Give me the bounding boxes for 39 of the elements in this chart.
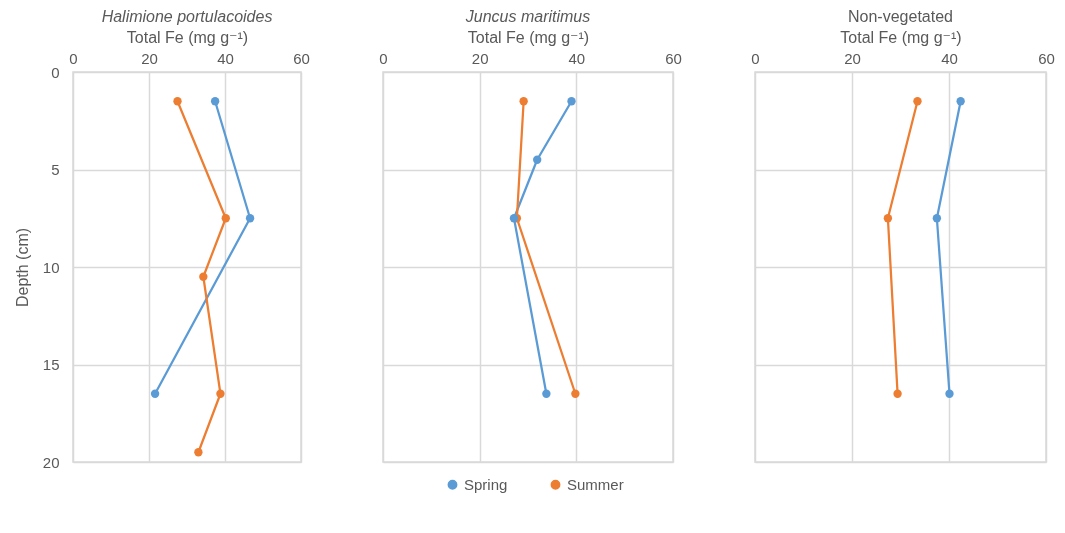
x-tick-label: 40 [217, 49, 234, 67]
x-tick-label: 20 [471, 49, 489, 67]
point [519, 97, 528, 106]
legend-label: Summer [567, 475, 624, 493]
point [150, 389, 160, 398]
chart-title: Non-vegetated [848, 8, 953, 25]
legend-label: Spring [464, 475, 508, 493]
point [194, 448, 203, 457]
y-tick-label: 5 [51, 161, 60, 178]
x-tick-label: 20 [141, 49, 158, 67]
y-tick-label: 15 [42, 356, 60, 373]
x-tick-label: 60 [665, 49, 682, 67]
point [173, 97, 182, 106]
point [216, 389, 225, 398]
x-axis-title: Total Fe (mg g⁻¹) [126, 28, 249, 46]
y-tick-label: 0 [51, 63, 60, 81]
point [571, 389, 580, 398]
x-axis-title: Total Fe (mg g⁻¹) [467, 28, 590, 46]
point [567, 97, 576, 106]
x-tick-label: 0 [69, 49, 78, 67]
x-tick-label: 0 [379, 49, 388, 67]
point [210, 97, 220, 106]
x-tick-label: 20 [844, 49, 861, 67]
point [542, 389, 551, 398]
y-tick-label: 20 [42, 453, 60, 471]
chart-title: Halimione portulacoides [101, 8, 273, 25]
x-tick-label: 40 [941, 49, 958, 67]
y-axis-title: Depth (cm) [13, 227, 31, 308]
point [221, 214, 230, 223]
x-tick-label: 60 [1038, 49, 1055, 67]
point [533, 155, 542, 164]
chart-title: Juncus maritimus [464, 8, 591, 25]
point [199, 272, 208, 281]
x-axis-title: Total Fe (mg g⁻¹) [840, 28, 962, 46]
y-tick-label: 10 [42, 258, 60, 276]
x-tick-label: 40 [568, 49, 586, 67]
x-tick-label: 60 [293, 49, 310, 67]
x-tick-label: 0 [751, 49, 760, 67]
point [245, 214, 255, 223]
